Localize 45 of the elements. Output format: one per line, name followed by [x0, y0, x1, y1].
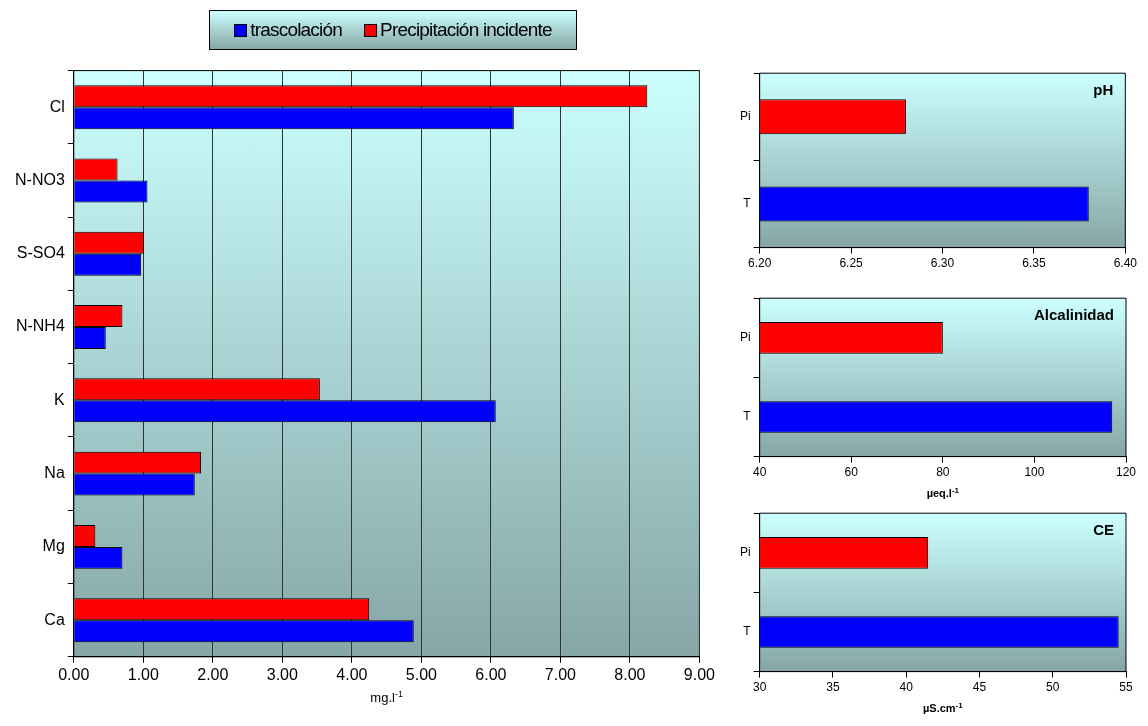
- x-tick-label: 1.00: [127, 665, 159, 683]
- y-tick-label: Pi: [740, 330, 751, 345]
- y-tick-label: Mg: [42, 537, 65, 555]
- x-tick-label: 55: [1119, 680, 1133, 695]
- y-tick-label: S-SO4: [16, 244, 65, 262]
- x-tick-label: 40: [899, 680, 914, 695]
- text: pH: [1093, 80, 1114, 98]
- y-tick-label: N-NH4: [15, 317, 65, 335]
- x-tick-label: 0.00: [58, 665, 90, 683]
- y-tick-label: Pi: [740, 109, 751, 124]
- y-tick-label: T: [743, 624, 752, 639]
- x-tick-label: 6.20: [747, 256, 772, 271]
- x-tick-label: 120: [1115, 465, 1137, 480]
- x-tick-label: 35: [826, 680, 840, 695]
- x-tick-label: 9.00: [683, 665, 716, 683]
- text: trascolación: [250, 19, 343, 41]
- y-tick-label: Cl: [49, 97, 65, 115]
- x-tick-label: 40: [752, 465, 767, 480]
- x-tick-label: 6.00: [475, 665, 507, 683]
- x-tick-label: 6.30: [930, 256, 955, 271]
- x-tick-label: 50: [1046, 680, 1060, 695]
- y-tick-label: T: [743, 196, 752, 211]
- x-tick-label: 80: [936, 465, 950, 480]
- x-tick-label: 45: [972, 680, 987, 695]
- y-tick-label: Na: [44, 464, 65, 482]
- y-tick-label: T: [743, 409, 752, 424]
- x-tick-label: 2.00: [197, 665, 229, 683]
- text: CE: [1093, 520, 1114, 538]
- y-tick-label: Pi: [740, 545, 751, 560]
- x-tick-label: 8.00: [614, 665, 646, 683]
- x-tick-label: 6.35: [1022, 256, 1046, 271]
- y-tick-label: K: [54, 390, 66, 408]
- x-tick-label: 7.00: [544, 665, 577, 683]
- x-tick-label: 100: [1024, 465, 1045, 480]
- x-tick-label: 30: [752, 680, 767, 695]
- x-tick-label: 4.00: [336, 665, 368, 683]
- x-tick-label: 5.00: [405, 665, 438, 683]
- legend-label: Precipitación incidente: [380, 19, 552, 41]
- x-tick-label: 60: [844, 465, 859, 480]
- x-tick-label: 6.40: [1113, 256, 1138, 271]
- x-tick-label: 6.25: [839, 256, 864, 271]
- y-tick-label: Ca: [44, 610, 65, 628]
- x-tick-label: 3.00: [266, 665, 298, 683]
- y-tick-label: N-NO3: [15, 170, 65, 188]
- text: Alcalinidad: [1033, 305, 1114, 323]
